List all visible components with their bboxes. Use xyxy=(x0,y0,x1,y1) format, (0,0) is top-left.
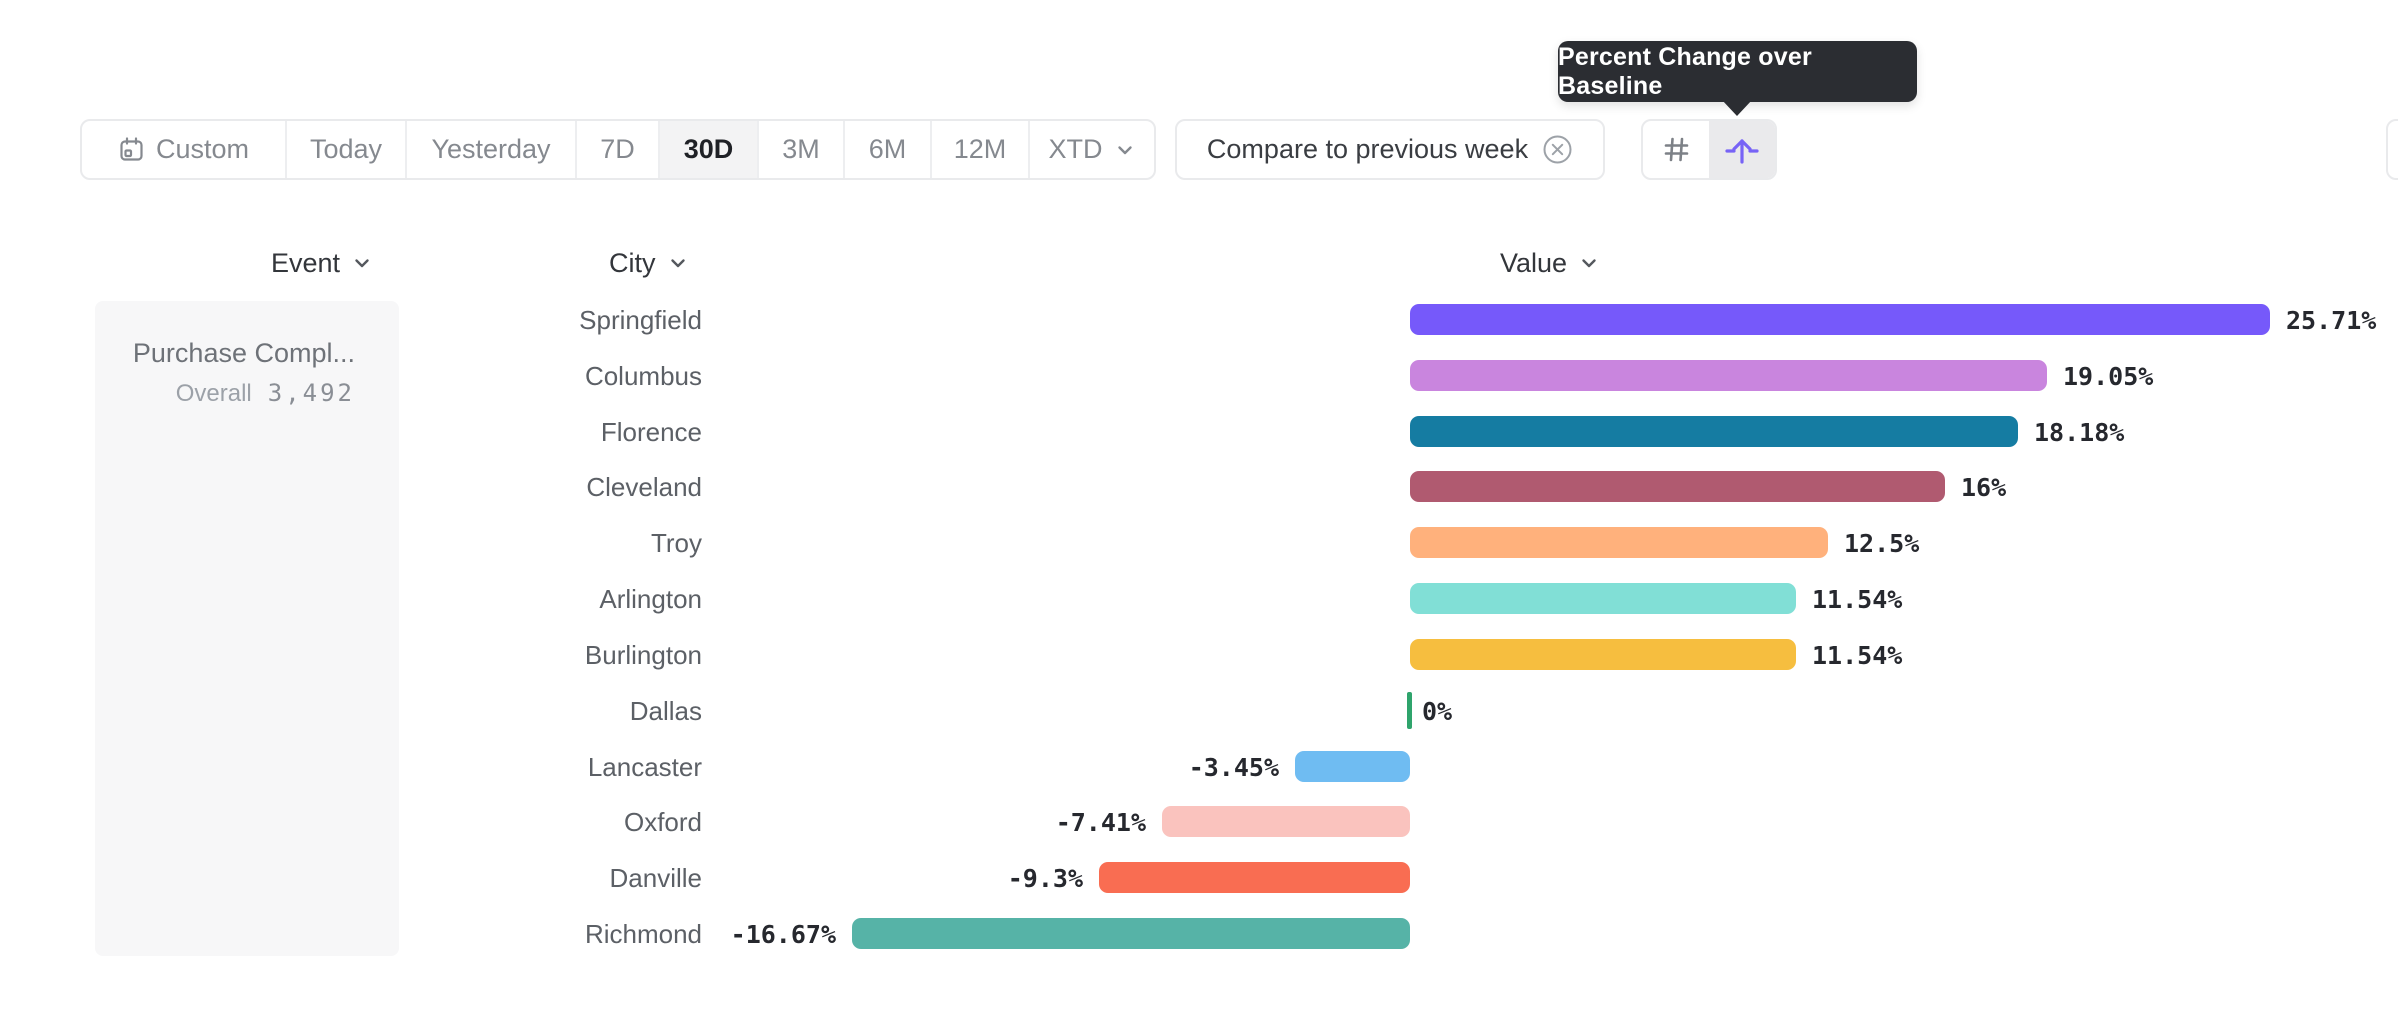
city-label: Oxford xyxy=(623,806,702,837)
event-metric: Overall 3,492 xyxy=(95,379,355,408)
toggle-number-values[interactable] xyxy=(1643,121,1709,178)
bar[interactable] xyxy=(1410,304,2270,335)
date-range-6m[interactable]: 6M xyxy=(845,121,932,178)
city-label: Richmond xyxy=(584,918,702,949)
bar[interactable] xyxy=(1410,583,1796,614)
zero-bar[interactable] xyxy=(1407,692,1412,729)
city-label: Dallas xyxy=(629,695,702,726)
value-label: 16% xyxy=(1961,472,2007,502)
bar[interactable] xyxy=(852,918,1410,949)
date-range-label: 12M xyxy=(953,134,1007,164)
bar[interactable] xyxy=(1410,639,1796,670)
date-range-xtd[interactable]: XTD xyxy=(1030,121,1154,178)
column-header-label: Event xyxy=(271,247,341,278)
city-label: Cleveland xyxy=(586,471,702,502)
value-label: 11.54% xyxy=(1812,584,1903,614)
date-range-label: Custom xyxy=(155,134,250,164)
column-header-label: Value xyxy=(1500,247,1568,278)
date-range-label: Yesterday xyxy=(431,134,551,164)
city-label: Troy xyxy=(650,527,702,558)
column-header-label: City xyxy=(609,247,656,278)
date-range-yesterday[interactable]: Yesterday xyxy=(407,121,577,178)
value-label: 0% xyxy=(1422,696,1453,726)
date-range-label: 30D xyxy=(683,134,734,164)
tooltip-percent-change-over-baseline: Percent Change over Baseline xyxy=(1558,41,1917,102)
bar[interactable] xyxy=(1295,751,1410,782)
baseline-arrow-icon xyxy=(1725,138,1759,164)
date-range-12m[interactable]: 12M xyxy=(932,121,1030,178)
date-range-today[interactable]: Today xyxy=(287,121,407,178)
date-range-30d[interactable]: 30D xyxy=(660,121,759,178)
value-label: 11.54% xyxy=(1812,640,1903,670)
remove-icon[interactable] xyxy=(1542,134,1573,165)
metric-value: 3,492 xyxy=(267,379,355,407)
city-label: Danville xyxy=(609,862,703,893)
chevron-down-icon xyxy=(1117,145,1132,154)
city-label: Arlington xyxy=(599,583,702,614)
date-range-custom[interactable]: Custom xyxy=(82,121,287,178)
value-label: 12.5% xyxy=(1844,528,1920,558)
bar[interactable] xyxy=(1410,416,2018,447)
value-label: -9.3% xyxy=(1007,863,1083,893)
toggle-percent-change-over-baseline[interactable] xyxy=(1709,121,1775,178)
bar[interactable] xyxy=(1410,360,2047,391)
city-label: Florence xyxy=(600,416,702,447)
date-range-3m[interactable]: 3M xyxy=(759,121,845,178)
city-label: Columbus xyxy=(584,360,702,391)
calendar-icon xyxy=(120,137,143,161)
hash-icon xyxy=(1664,137,1688,162)
column-header-city[interactable]: City xyxy=(609,246,689,280)
event-name: Purchase Compl... xyxy=(132,338,355,368)
chevron-down-icon xyxy=(1582,259,1596,268)
tooltip-caret xyxy=(1722,100,1752,116)
tooltip-text: Percent Change over Baseline xyxy=(1558,42,1812,100)
date-range-7d[interactable]: 7D xyxy=(577,121,660,178)
value-label: -3.45% xyxy=(1188,752,1279,782)
date-range-label: Today xyxy=(309,134,383,164)
bar[interactable] xyxy=(1410,527,1828,558)
value-label: 18.18% xyxy=(2034,417,2125,447)
date-range-label: 6M xyxy=(868,134,907,164)
chevron-down-icon xyxy=(670,259,685,268)
value-display-toggle xyxy=(1641,119,1777,180)
column-header-event[interactable]: Event xyxy=(271,246,373,280)
bar[interactable] xyxy=(1099,862,1410,893)
date-range-label: 3M xyxy=(782,134,820,164)
chevron-down-icon xyxy=(355,259,369,268)
metric-label: Overall xyxy=(175,380,252,407)
city-label: Burlington xyxy=(584,639,702,670)
compare-filter-label: Compare to previous week xyxy=(1206,134,1529,164)
bar[interactable] xyxy=(1162,806,1410,837)
value-label: -16.67% xyxy=(730,919,836,949)
date-range-label: XTD xyxy=(1048,134,1103,164)
value-label: 19.05% xyxy=(2063,361,2154,391)
event-panel[interactable]: Purchase Compl... Overall 3,492 xyxy=(95,301,399,956)
value-label: -7.41% xyxy=(1055,807,1146,837)
column-header-value[interactable]: Value xyxy=(1500,246,1600,280)
city-label: Springfield xyxy=(579,304,702,335)
date-range-toolbar: Custom Today Yesterday 7D 30D 3M 6M 12M … xyxy=(80,119,1156,180)
compare-filter[interactable]: Compare to previous week xyxy=(1175,119,1605,180)
date-range-label: 7D xyxy=(600,134,635,164)
city-label: Lancaster xyxy=(587,751,702,782)
bar[interactable] xyxy=(1410,471,1945,502)
value-label: 25.71% xyxy=(2286,305,2377,335)
cutoff-button[interactable] xyxy=(2386,119,2398,180)
